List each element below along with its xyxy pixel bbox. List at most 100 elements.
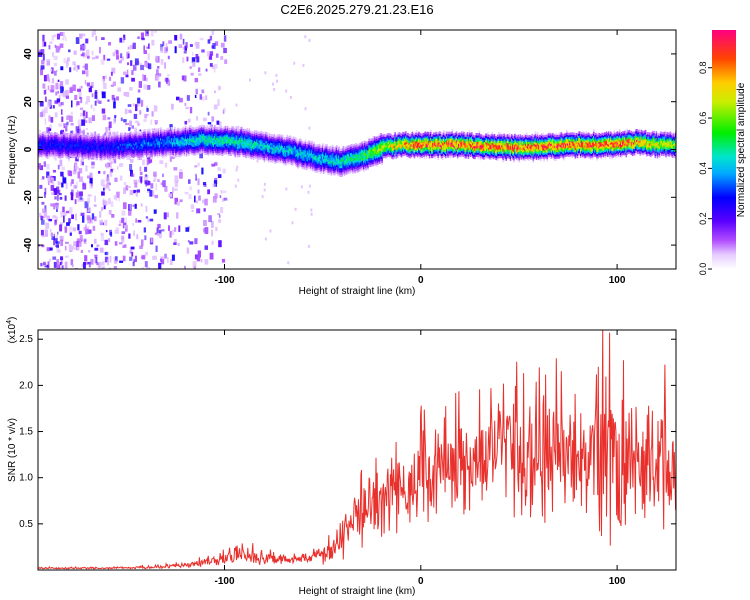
spectrogram-cell: [63, 149, 66, 152]
spectrogram-cell: [91, 213, 95, 220]
spectrogram-cell: [163, 155, 165, 158]
spectrogram-cell: [234, 137, 237, 141]
spectrogram-cell: [91, 161, 95, 166]
spectrogram-cell: [76, 145, 79, 149]
spectrogram-cell: [197, 250, 201, 258]
spectrogram-cell: [61, 138, 64, 141]
spectrogram-cell: [370, 147, 373, 150]
spectrogram-cell: [58, 193, 62, 196]
spectrogram-cell: [137, 138, 139, 141]
spectrogram-cell: [232, 143, 234, 146]
spectrogram-cell: [87, 147, 90, 150]
spectrogram-cell: [196, 141, 199, 145]
spectrogram-cell: [52, 169, 56, 173]
spectrogram-cell: [343, 169, 346, 172]
spectrogram-cell: [75, 192, 80, 198]
spectrogram-cell: [104, 150, 107, 153]
spectrogram-cell: [202, 131, 204, 135]
spectrogram-cell: [298, 158, 300, 162]
spectrogram-cell: [305, 141, 308, 144]
spectrogram-cell: [316, 149, 319, 152]
spectrogram-cell: [93, 149, 95, 152]
spectrogram-cell: [372, 159, 375, 162]
spectrogram-cell: [42, 40, 44, 47]
spectrogram-cell: [52, 105, 55, 109]
spectrogram-cell: [84, 154, 86, 157]
spectrogram-cell: [181, 145, 184, 148]
spectrogram-cell: [280, 134, 283, 137]
spectrogram-cell: [272, 158, 274, 161]
spectrogram-cell: [330, 173, 333, 176]
spectrogram-cell: [299, 148, 301, 152]
spectrogram-cell: [116, 191, 120, 198]
spectrogram-cell: [368, 144, 370, 148]
spectrogram-cell: [355, 164, 357, 167]
spectrogram-cell: [349, 158, 351, 161]
spectrogram-cell: [81, 147, 83, 151]
spectrogram-cell: [66, 151, 68, 155]
spectrogram-cell: [260, 147, 262, 151]
spectrogram-cell: [304, 161, 307, 164]
spectrogram-cell: [162, 145, 164, 148]
spectrogram-cell: [373, 151, 376, 154]
spectrogram-cell: [79, 33, 83, 39]
spectrogram-cell: [147, 53, 150, 61]
spectrogram-cell: [373, 155, 376, 159]
spectrogram-cell: [297, 142, 299, 145]
spectrogram-cell: [205, 126, 207, 130]
spectrogram-cell: [57, 79, 60, 82]
spectrogram-cell: [167, 151, 170, 154]
spectrogram-cell: [192, 148, 194, 152]
spectrogram-cell: [343, 173, 346, 177]
spectrogram-cell: [312, 164, 314, 167]
spectrogram-cell: [144, 113, 149, 116]
spectrogram-cell: [236, 140, 239, 143]
spectrogram-cell: [84, 147, 86, 151]
spectrogram-cell: [156, 144, 159, 147]
spectrogram-cell: [287, 261, 290, 265]
spectrogram-cell: [292, 145, 295, 148]
spectrogram-cell: [100, 138, 103, 142]
spectrogram-cell: [157, 136, 160, 139]
spectrogram-cell: [128, 209, 132, 216]
spectrogram-cell: [174, 150, 176, 153]
spectrogram-cell: [65, 135, 67, 139]
spectrogram-cell: [285, 148, 287, 151]
spectrogram-cell: [246, 134, 248, 138]
spectrogram-cell: [207, 133, 210, 137]
spectrogram-cell: [184, 138, 187, 141]
spectrogram-cell: [208, 151, 211, 154]
spectrogram-cell: [146, 105, 148, 109]
spectrogram-cell: [371, 140, 374, 143]
spectrogram-cell: [110, 169, 113, 173]
spectrogram-cell: [102, 114, 107, 121]
spectrogram-cell: [299, 146, 301, 150]
spectrogram-cell: [177, 151, 179, 154]
spectrogram-cell: [58, 264, 61, 269]
spectrogram-cell: [137, 134, 139, 137]
spectrogram-cell: [297, 140, 299, 143]
spectrogram-cell: [47, 141, 50, 144]
spectrogram-cell: [52, 132, 54, 136]
spectrogram-cell: [368, 160, 370, 163]
spectrogram-cell: [158, 81, 161, 88]
spectrogram-cell: [183, 153, 186, 157]
spectrogram-cell: [48, 133, 51, 136]
spectrogram-cell: [224, 138, 227, 142]
spectrogram-cell: [182, 144, 185, 147]
spectrogram-cell: [54, 151, 56, 154]
spectrogram-cell: [210, 138, 213, 141]
spectrogram-cell: [80, 145, 82, 149]
spectrogram-cell: [346, 147, 349, 150]
spectrogram-cell: [185, 134, 188, 138]
spectrogram-cell: [69, 147, 71, 151]
spectrogram-cell: [214, 137, 216, 141]
spectrogram-cell: [331, 155, 334, 158]
spectrogram-cell: [114, 97, 116, 105]
spectrogram-cell: [75, 152, 78, 155]
spectrogram-cell: [259, 140, 261, 143]
spectrogram-cell: [278, 138, 281, 141]
spectrogram-cell: [210, 145, 213, 148]
spectrogram-cell: [228, 138, 230, 142]
spectrogram-cell: [146, 144, 148, 147]
